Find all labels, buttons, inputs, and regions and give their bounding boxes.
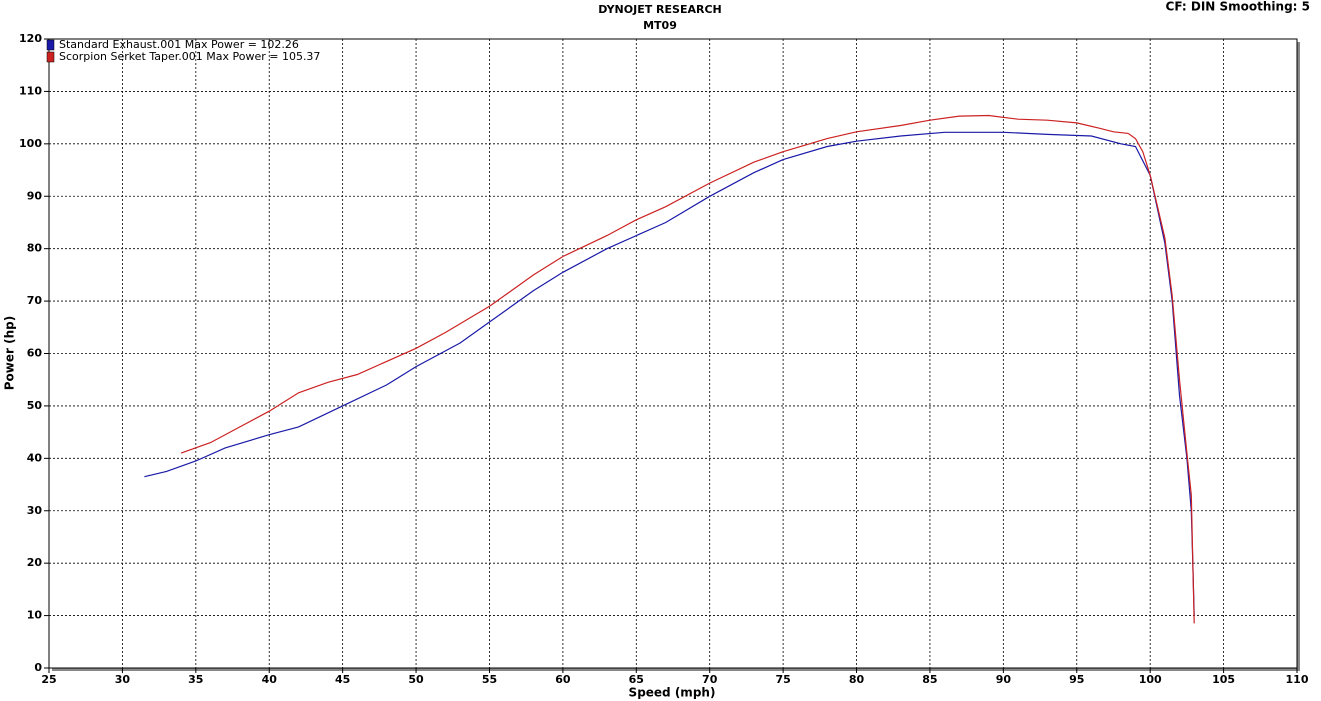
x-axis-label: Speed (mph) [629, 686, 716, 700]
legend-label: Scorpion Serket Taper.001 Max Power = 10… [59, 50, 320, 63]
x-tick-label: 75 [775, 673, 790, 686]
y-tick-label: 60 [27, 347, 43, 360]
y-tick-label: 10 [27, 609, 43, 622]
y-tick-label: 0 [34, 661, 42, 674]
legend-swatch [46, 39, 55, 51]
y-tick-label: 70 [27, 294, 43, 307]
y-tick-label: 30 [27, 504, 43, 517]
y-tick-label: 100 [19, 137, 42, 150]
series-line [144, 131, 1195, 616]
x-tick-label: 100 [1139, 673, 1162, 686]
x-tick-label: 55 [482, 673, 497, 686]
chart-subtitle: MT09 [643, 19, 677, 32]
x-tick-label: 65 [629, 673, 644, 686]
x-tick-label: 30 [115, 673, 131, 686]
x-tick-label: 80 [849, 673, 865, 686]
x-tick-label: 50 [408, 673, 424, 686]
chart-title: DYNOJET RESEARCH [598, 3, 721, 16]
x-tick-label: 40 [262, 673, 278, 686]
x-tick-label: 60 [555, 673, 571, 686]
x-tick-label: 105 [1212, 673, 1235, 686]
annotation: CF: DIN Smoothing: 5 [1166, 0, 1310, 14]
y-tick-label: 20 [27, 556, 43, 569]
x-tick-label: 45 [335, 673, 350, 686]
series-line [180, 114, 1195, 624]
y-tick-label: 120 [19, 32, 42, 45]
x-tick-label: 90 [996, 673, 1012, 686]
y-tick-label: 40 [27, 451, 43, 464]
legend-label: Standard Exhaust.001 Max Power = 102.26 [59, 38, 299, 51]
y-tick-label: 90 [27, 189, 43, 202]
x-tick-label: 85 [922, 673, 937, 686]
x-tick-label: 95 [1069, 673, 1084, 686]
legend-swatch [46, 51, 55, 63]
y-tick-label: 110 [19, 84, 42, 97]
y-tick-label: 80 [27, 242, 43, 255]
x-tick-label: 110 [1286, 673, 1309, 686]
y-axis-label: Power (hp) [3, 316, 17, 390]
x-tick-label: 25 [41, 673, 56, 686]
y-tick-label: 50 [27, 399, 43, 412]
x-tick-label: 70 [702, 673, 718, 686]
x-tick-label: 35 [188, 673, 203, 686]
